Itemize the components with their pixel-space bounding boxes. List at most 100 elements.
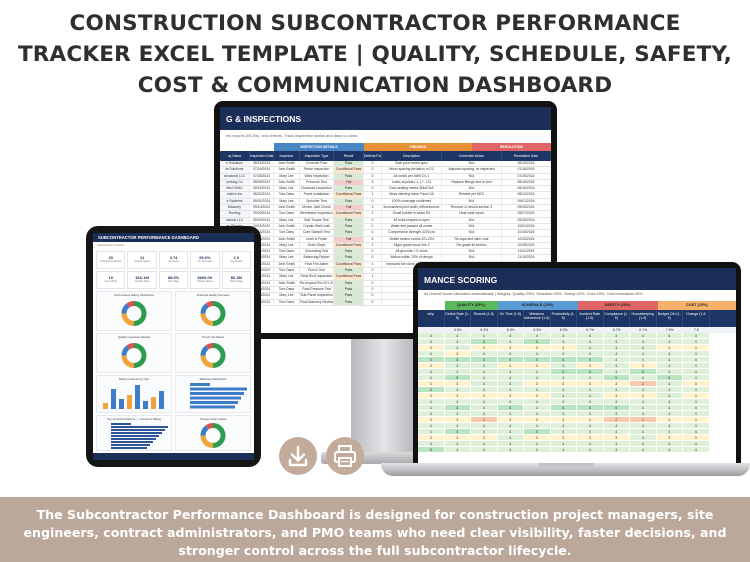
panel-title: Punch List Status [202,335,224,339]
table-cell: 1 [364,192,382,198]
table-cell: John Smith [274,161,300,167]
table-cell: 1 [364,261,382,268]
score-cell: 4 [630,447,657,453]
bar [190,392,244,395]
score-cell: 4 [656,393,683,399]
score-cell: 4 [524,441,551,447]
score-cell: 4 [444,441,471,447]
table-cell: Tom Dans [274,211,300,217]
score-cell: 4 [683,369,710,375]
table-cell: All grounds < 5 ohms [382,249,442,255]
table-cell: 11/10/2024 [502,255,551,261]
donut-segment [121,355,135,368]
table-cell: Conditional Pass [334,242,364,249]
score-cell: 4 [418,369,445,375]
score-cell: 3 [524,381,551,387]
table-cell: Sub-Panel Inspection [300,293,334,299]
table-cell: Pass [334,230,364,236]
score-cell: 4 [603,447,630,453]
score-cell: 4 [550,375,577,381]
table-cell: 09/25/2024 [502,217,551,223]
bar [111,389,116,409]
score-cell: 4 [418,405,445,411]
kpi-card: 88.9% Pass Rate [158,271,189,289]
kpi-label: Contract Value [134,281,150,283]
score-cell: 3 [550,435,577,441]
table-cell: Tom Dans [274,192,300,198]
donut-segment [200,303,209,314]
donut-segment [205,423,214,430]
dashboard-panel: Change Order Status [175,415,251,451]
kpi-value: 20 [108,255,113,260]
score-cell: 2 [603,417,630,423]
table-cell: Bolt Torque Test [300,217,334,223]
table-cell: Ductwork Inspection [300,186,334,192]
scoring-group-spacer [418,301,445,310]
table-cell: John Smith [274,236,300,242]
score-cell: 4 [656,363,683,369]
table-cell: N/A [442,217,502,223]
score-cell: 4 [577,333,604,339]
score-cell: 4 [550,423,577,429]
score-cell: 4 [630,339,657,345]
table-cell: John Smith [274,167,300,173]
bar [111,423,131,425]
printer-icon[interactable] [326,437,364,475]
table-cell: 10/16/2024 [250,236,274,242]
bar [190,387,247,391]
kpi-label: Total Subcontractors [100,261,122,263]
score-cell: 4 [577,447,604,453]
table-cell: 08/24/2024 [502,192,551,198]
table-cell: 3 [364,205,382,211]
scoring-header-cell: ship [418,310,445,327]
score-cell: 4 [471,405,498,411]
score-cell: 4 [418,339,445,345]
score-cell: 5 [577,405,604,411]
table-cell: structural LLC [220,173,250,179]
scoring-weight-cell: 7.5% [665,328,674,332]
score-cell: 4 [577,429,604,435]
score-cell: 4 [577,411,604,417]
score-cell: 5 [497,405,524,411]
table-cell: Punch Test [300,268,334,274]
score-cell: 4 [683,351,710,357]
table-cell: 08/15/2024 [250,186,274,192]
score-cell: 4 [656,447,683,453]
table-cell: John Smith [274,179,300,186]
score-cell: 4 [444,345,471,351]
table-cell: Pass [334,280,364,286]
table-row: Roofing 09/20/2024 Tom Dans Membrane Inspec… [220,211,551,218]
table-cell: 0 [364,230,382,236]
donut-segment [200,435,214,448]
inspections-header-cell: ny Name [220,151,250,161]
score-cell: 4 [683,333,710,339]
score-cell: 4 [550,387,577,393]
sheet-tab-bar [93,453,254,460]
donut-segment [205,301,214,308]
score-cell: 4 [630,333,657,339]
score-cell: 4 [683,399,710,405]
score-cell: 4 [577,375,604,381]
score-cell: 5 [444,429,471,435]
inspections-group-headers: INSPECTION DETAILS FINDINGS RESOLUTION [220,143,551,151]
dashboard-panel: Quality Inspection Results [96,333,172,373]
table-cell: Conditional Pass [334,211,364,217]
table-cell: Tom Dans [274,249,300,255]
table-cell: Replace fittings and re-test [442,179,502,186]
score-cell: 4 [550,429,577,435]
table-cell: 08/16/2024 [502,179,551,186]
inspections-column-headers: ny Name Inspection Date Inspector Inspectio… [220,151,551,161]
table-cell: Mary Lee [274,274,300,280]
table-cell: Minor labeling issue Panel 3A [382,192,442,198]
bar [111,438,156,440]
inspections-header-cell: Corrective Action [442,151,502,161]
kpi-label: Avg Score [168,261,179,263]
donut-segment [126,301,135,308]
score-cell: 3 [577,363,604,369]
inspections-header-cell: Result [334,151,364,161]
score-cell: 5 [444,375,471,381]
kpi-label: Active Projects [134,261,150,263]
download-icon[interactable] [279,437,317,475]
table-cell: N/A [442,230,502,236]
